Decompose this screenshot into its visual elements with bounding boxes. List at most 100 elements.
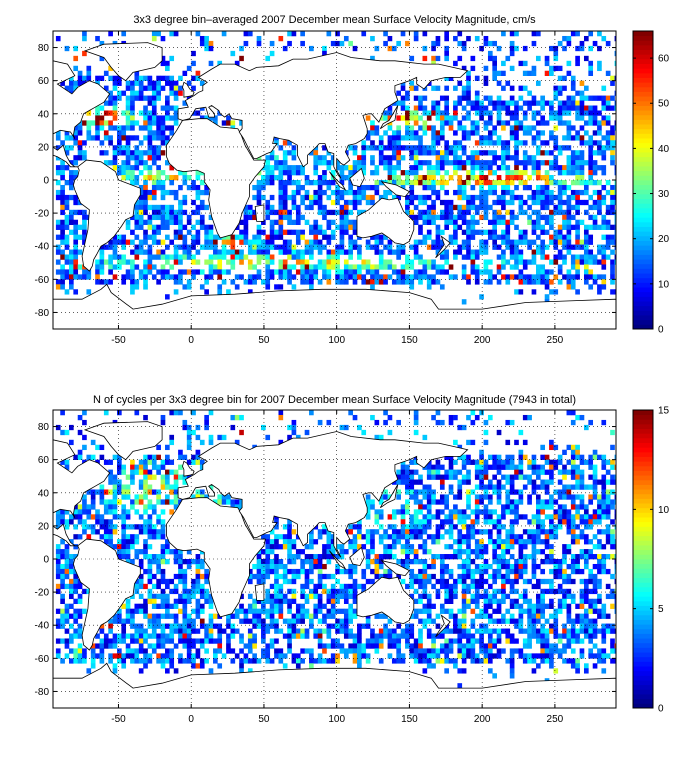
heatmap-bin (374, 573, 380, 580)
heatmap-bin (575, 90, 580, 96)
heatmap-bin (269, 204, 275, 211)
heatmap-bin (418, 199, 423, 206)
heatmap-bin (597, 209, 602, 216)
heatmap-bin (553, 489, 559, 495)
heatmap-bin (95, 115, 100, 121)
heatmap-bin (357, 529, 362, 535)
colorbar-segment (633, 296, 653, 302)
heatmap-bin (173, 549, 179, 555)
heatmap-bin (265, 549, 271, 555)
heatmap-bin (466, 75, 471, 81)
heatmap-bin (156, 519, 161, 525)
heatmap-bin (335, 31, 340, 37)
heatmap-bin (265, 239, 271, 245)
heatmap-bin (108, 160, 113, 166)
heatmap-bin (287, 519, 292, 525)
heatmap-bin (466, 583, 471, 590)
heatmap-bin (509, 489, 515, 495)
heatmap-bin (339, 244, 345, 250)
heatmap-bin (553, 274, 559, 280)
heatmap-bin (383, 544, 388, 550)
heatmap-bin (400, 504, 406, 510)
heatmap-bin (383, 115, 388, 121)
heatmap-bin (409, 593, 415, 600)
heatmap-bin (343, 593, 349, 600)
heatmap-bin (540, 479, 546, 485)
heatmap-bin (343, 229, 349, 235)
heatmap-bin (55, 269, 61, 275)
heatmap-bin (348, 603, 353, 609)
heatmap-bin (278, 534, 284, 540)
heatmap-bin (169, 90, 175, 96)
heatmap-bin (169, 434, 175, 441)
heatmap-bin (527, 414, 532, 421)
heatmap-bin (492, 60, 497, 67)
heatmap-bin (610, 145, 615, 151)
heatmap-bin (509, 479, 515, 485)
heatmap-bin (492, 150, 497, 156)
heatmap-bin (326, 279, 332, 285)
heatmap-bin (614, 224, 616, 230)
heatmap-bin (470, 125, 476, 131)
heatmap-bin (610, 499, 615, 505)
heatmap-bin (95, 130, 100, 136)
heatmap-bin (60, 539, 65, 545)
heatmap-bin (335, 568, 340, 575)
heatmap-bin (247, 603, 253, 609)
heatmap-bin (304, 568, 310, 575)
heatmap-bin (518, 274, 524, 280)
heatmap-bin (544, 170, 550, 176)
heatmap-bin (405, 524, 410, 530)
heatmap-bin (125, 509, 131, 515)
heatmap-bin (165, 578, 170, 585)
heatmap-bin (265, 544, 271, 550)
heatmap-bin (579, 254, 585, 260)
heatmap-bin (365, 529, 371, 535)
heatmap-bin (522, 160, 528, 166)
heatmap-bin (466, 70, 471, 76)
heatmap-bin (326, 259, 332, 265)
heatmap-bin (239, 593, 244, 600)
heatmap-bin (409, 264, 415, 270)
heatmap-bin (588, 145, 594, 151)
heatmap-bin (610, 529, 615, 535)
heatmap-bin (535, 234, 541, 240)
colorbar-segment (633, 82, 653, 88)
heatmap-bin (352, 160, 358, 166)
heatmap-bin (213, 239, 218, 245)
heatmap-bin (448, 514, 454, 520)
heatmap-bin (396, 474, 401, 480)
heatmap-bin (570, 214, 576, 221)
heatmap-bin (108, 489, 113, 495)
heatmap-bin (291, 598, 297, 604)
heatmap-bin (55, 514, 61, 520)
heatmap-bin (470, 534, 476, 540)
heatmap-bin (348, 219, 353, 225)
heatmap-bin (117, 170, 122, 176)
heatmap-bin (522, 85, 528, 91)
heatmap-bin (274, 155, 279, 161)
heatmap-bin (134, 150, 140, 156)
heatmap-bin (160, 464, 166, 470)
heatmap-bin (326, 274, 332, 280)
heatmap-bin (156, 90, 161, 96)
heatmap-bin (479, 184, 484, 191)
heatmap-bin (483, 578, 489, 585)
heatmap-bin (357, 534, 362, 540)
heatmap-bin (191, 578, 196, 585)
heatmap-bin (147, 150, 153, 156)
heatmap-bin (553, 573, 559, 580)
heatmap-bin (156, 454, 161, 460)
heatmap-bin (562, 110, 567, 116)
heatmap-bin (492, 214, 497, 221)
heatmap-bin (610, 209, 615, 216)
heatmap-bin (474, 568, 480, 575)
heatmap-bin (413, 529, 419, 535)
heatmap-bin (588, 194, 594, 201)
heatmap-bin (413, 214, 419, 221)
heatmap-bin (540, 264, 546, 270)
heatmap-bin (147, 95, 153, 101)
heatmap-bin (583, 249, 589, 255)
heatmap-bin (60, 429, 65, 436)
heatmap-bin (418, 544, 423, 550)
